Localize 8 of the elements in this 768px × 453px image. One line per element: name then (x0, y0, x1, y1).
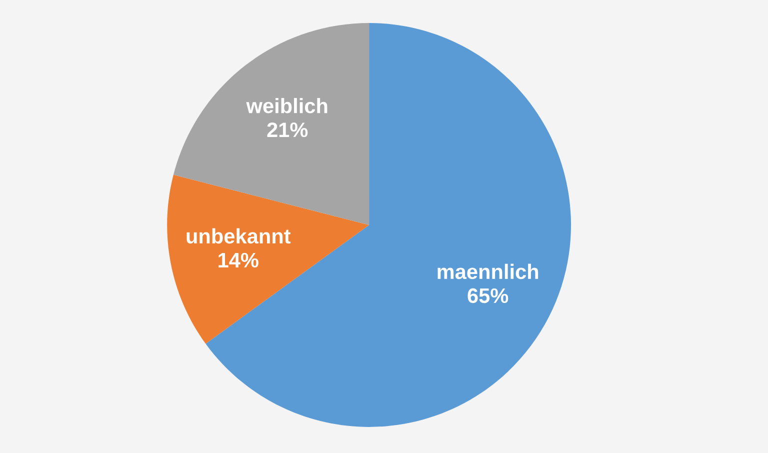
pie-slice (173, 23, 370, 225)
data-label: 14% (218, 252, 258, 268)
slice-label: unbekannt (186, 228, 291, 244)
slice-label: maennlich (438, 264, 538, 280)
data-label: 65% (468, 288, 508, 304)
pie-slice (167, 174, 370, 344)
slice-label: weiblich (246, 98, 328, 114)
data-label: 21% (267, 122, 308, 138)
